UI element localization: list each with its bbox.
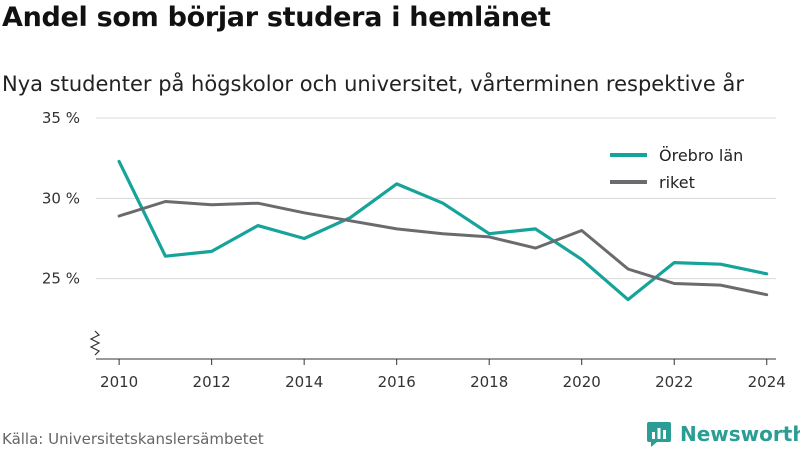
series-line-orebro-lan — [117, 159, 769, 302]
y-tick-label-25: 25 % — [42, 270, 80, 288]
x-tick-label-2012: 2012 — [193, 373, 231, 391]
x-tick-label-2018: 2018 — [470, 373, 508, 391]
legend-label-1: riket — [659, 173, 695, 192]
x-tick-label-2024: 2024 — [748, 373, 786, 391]
series-line-riket — [117, 200, 769, 297]
source-note: Källa: Universitetskanslersämbetet — [2, 430, 264, 448]
brand-name: Newsworthy — [680, 422, 800, 446]
y-tick-label-30: 30 % — [42, 189, 80, 207]
x-tick-label-2010: 2010 — [100, 373, 138, 391]
x-tick-label-2020: 2020 — [563, 373, 601, 391]
x-tick-label-2014: 2014 — [285, 373, 323, 391]
bar-chart-icon — [647, 422, 671, 447]
chart-subtitle: Nya studenter på högskolor och universit… — [2, 72, 744, 96]
y-tick-label-35: 35 % — [42, 109, 80, 127]
line-chart: 25 % 30 % 35 % 2010 2012 2014 2016 2018 2020 2022… — [42, 109, 786, 391]
x-tick-label-2016: 2016 — [378, 373, 416, 391]
x-tick-label-2022: 2022 — [655, 373, 693, 391]
legend-label-0: Örebro län — [659, 146, 743, 165]
axis-break-icon — [89, 330, 101, 356]
chart-title: Andel som börjar studera i hemlänet — [2, 2, 551, 33]
brand-logo: Newsworthy — [646, 420, 800, 448]
